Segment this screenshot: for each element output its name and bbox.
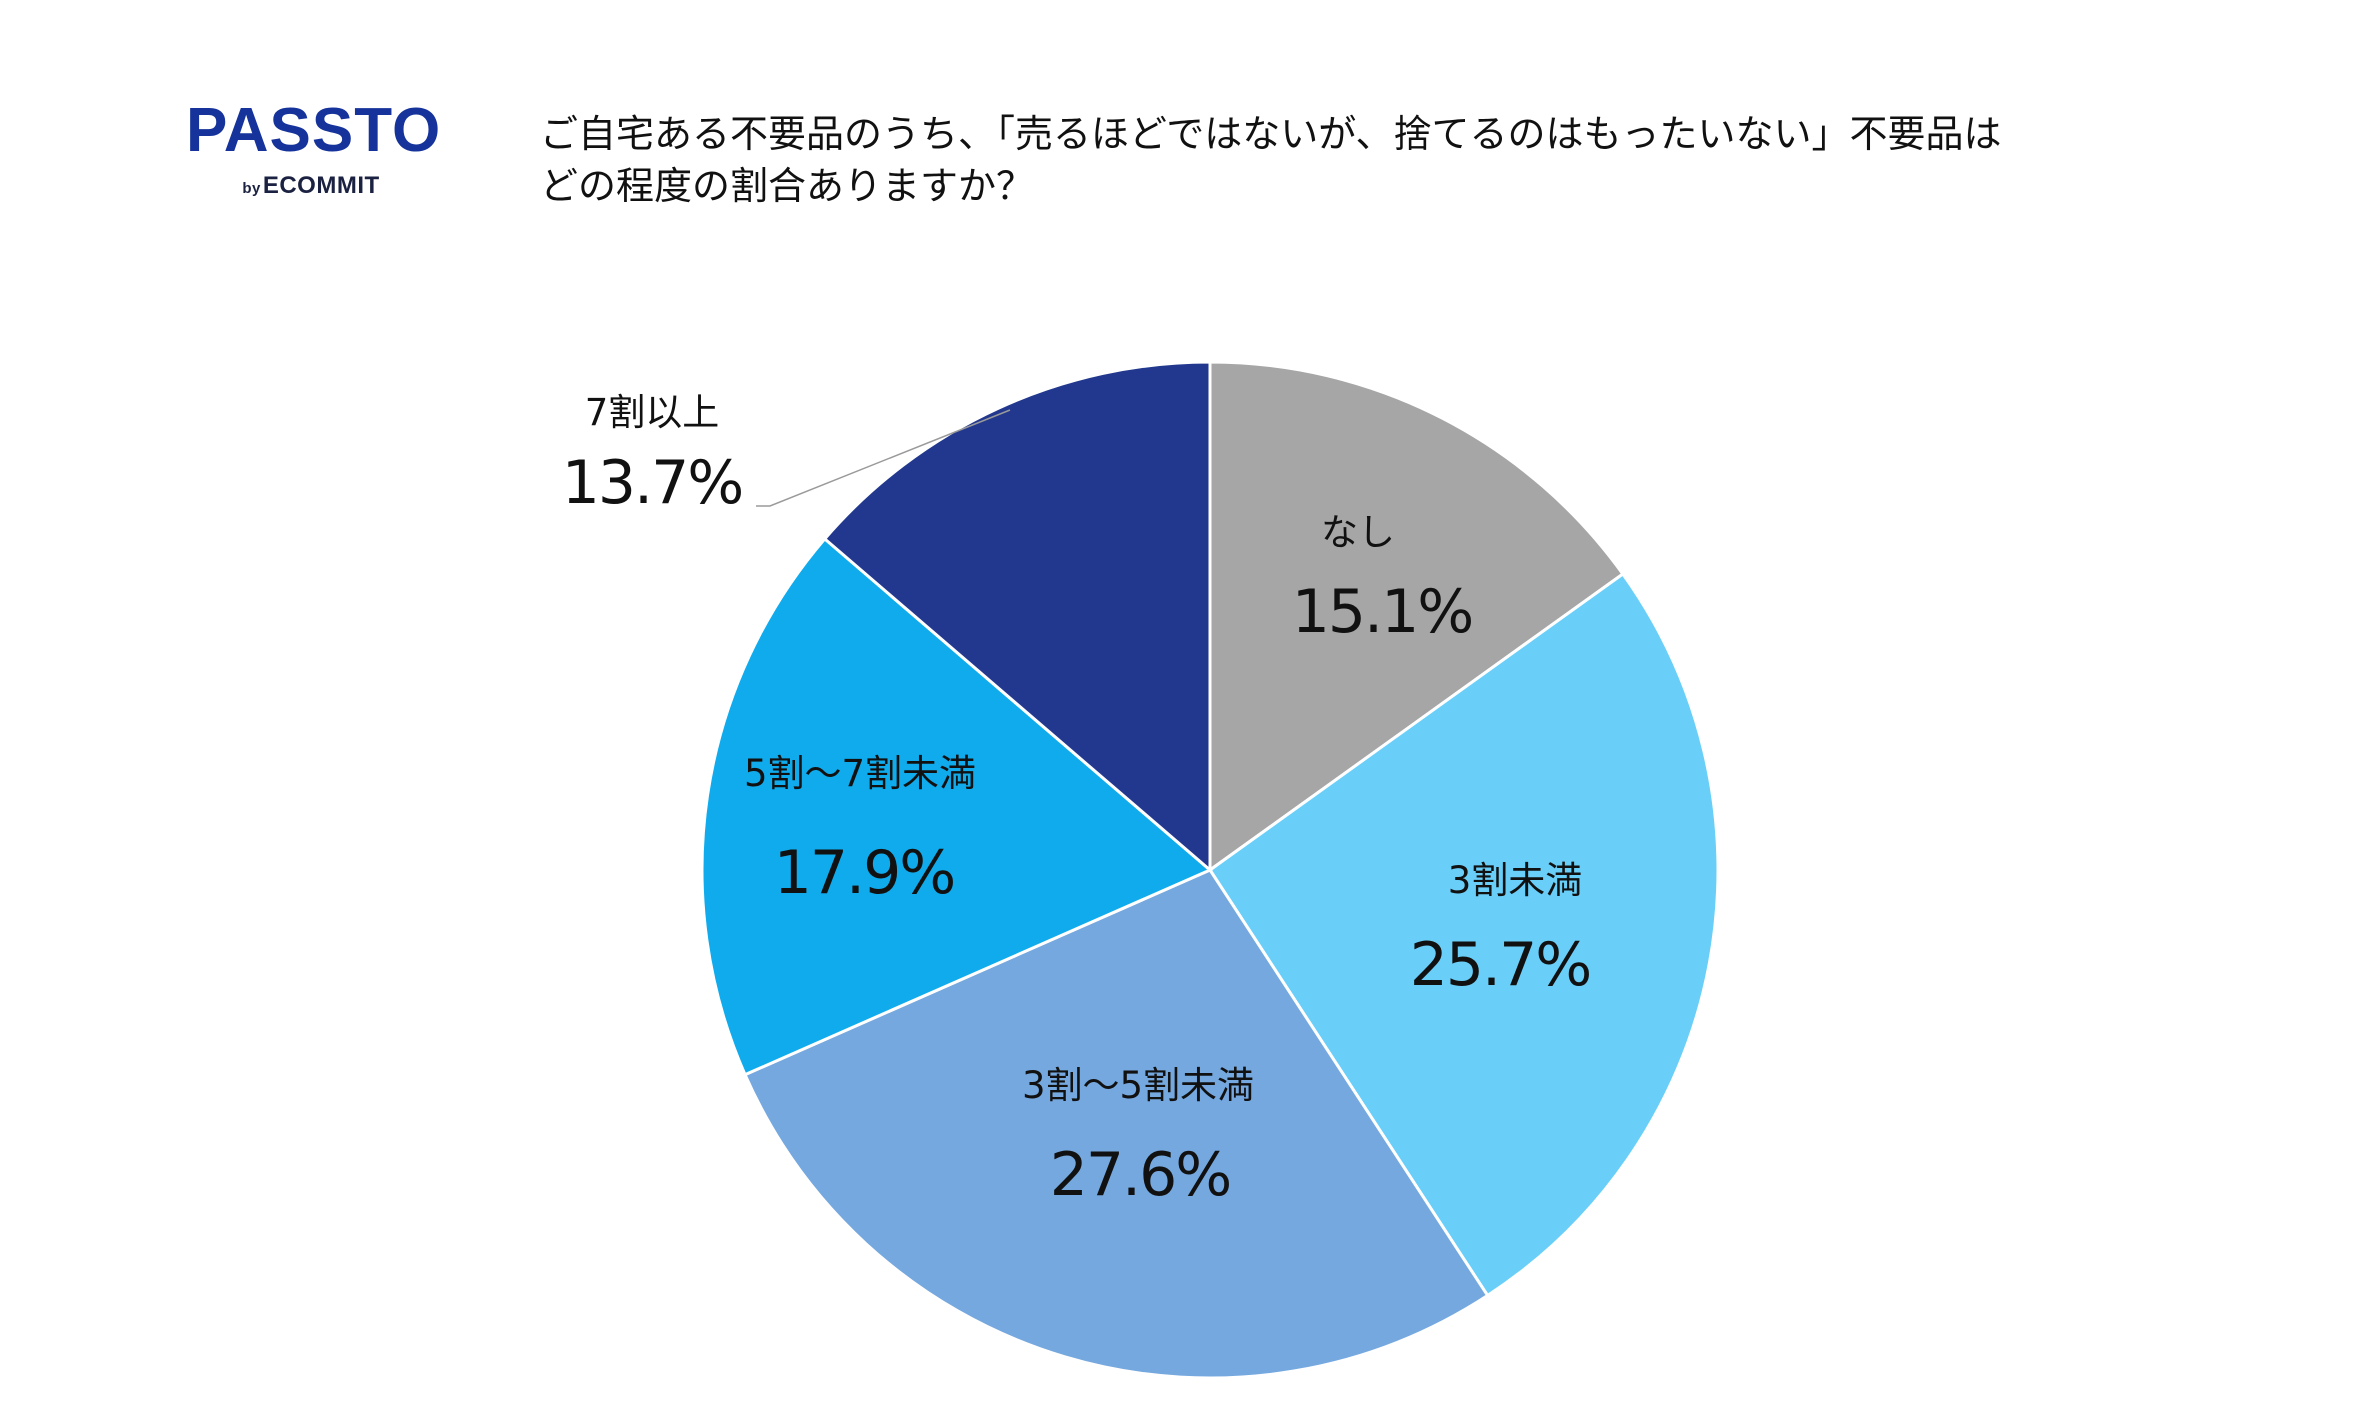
pie-labels: なし 15.1% 3割未満 25.7% 3割～5割未満 27.6% 5割～7割未満 17.9%… — [562, 391, 1593, 1210]
pie-slice-50-70 — [700, 536, 1213, 1077]
slice-value-50-70: 17.9% — [774, 838, 955, 908]
chart-title-line-2: どの程度の割合ありますか？ — [540, 164, 1035, 208]
slice-label-50-70: 5割～7割未満 — [744, 752, 976, 795]
slice-label-over-70: 7割以上 — [585, 391, 720, 434]
logo-by: by — [242, 180, 261, 197]
pie-slice-none — [1208, 360, 1625, 873]
chart-title: ご自宅ある不要品のうち、「売るほどではないが、捨てるのはもったいない」不要品は … — [540, 108, 2290, 212]
pie-slice-30-50 — [743, 868, 1490, 1380]
slice-label-under-30: 3割未満 — [1448, 859, 1583, 902]
pie-slice-over-70 — [822, 360, 1212, 874]
slice-value-over-70: 13.7% — [562, 448, 743, 518]
brand-logo: PASSTO byECOMMIT — [186, 96, 442, 200]
logo-subtitle: byECOMMIT — [186, 172, 436, 200]
pie-slice-under-30 — [1207, 571, 1720, 1298]
slice-value-none: 15.1% — [1292, 577, 1473, 647]
slice-value-30-50: 27.6% — [1050, 1140, 1231, 1210]
logo-company: ECOMMIT — [262, 172, 380, 199]
slice-value-under-30: 25.7% — [1410, 930, 1591, 1000]
pie-slices — [700, 360, 1720, 1380]
chart-title-line-1: ご自宅ある不要品のうち、「売るほどではないが、捨てるのはもったいない」不要品は — [540, 112, 2002, 156]
slice-label-none: なし — [1321, 511, 1395, 554]
logo-wordmark: PASSTO — [186, 96, 442, 165]
leader-line-over-70 — [756, 409, 1011, 507]
slice-label-30-50: 3割～5割未満 — [1022, 1064, 1254, 1107]
